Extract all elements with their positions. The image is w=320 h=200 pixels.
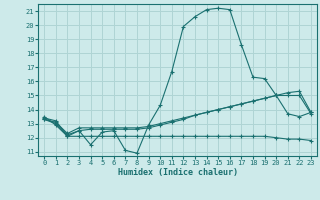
X-axis label: Humidex (Indice chaleur): Humidex (Indice chaleur) — [118, 168, 238, 177]
